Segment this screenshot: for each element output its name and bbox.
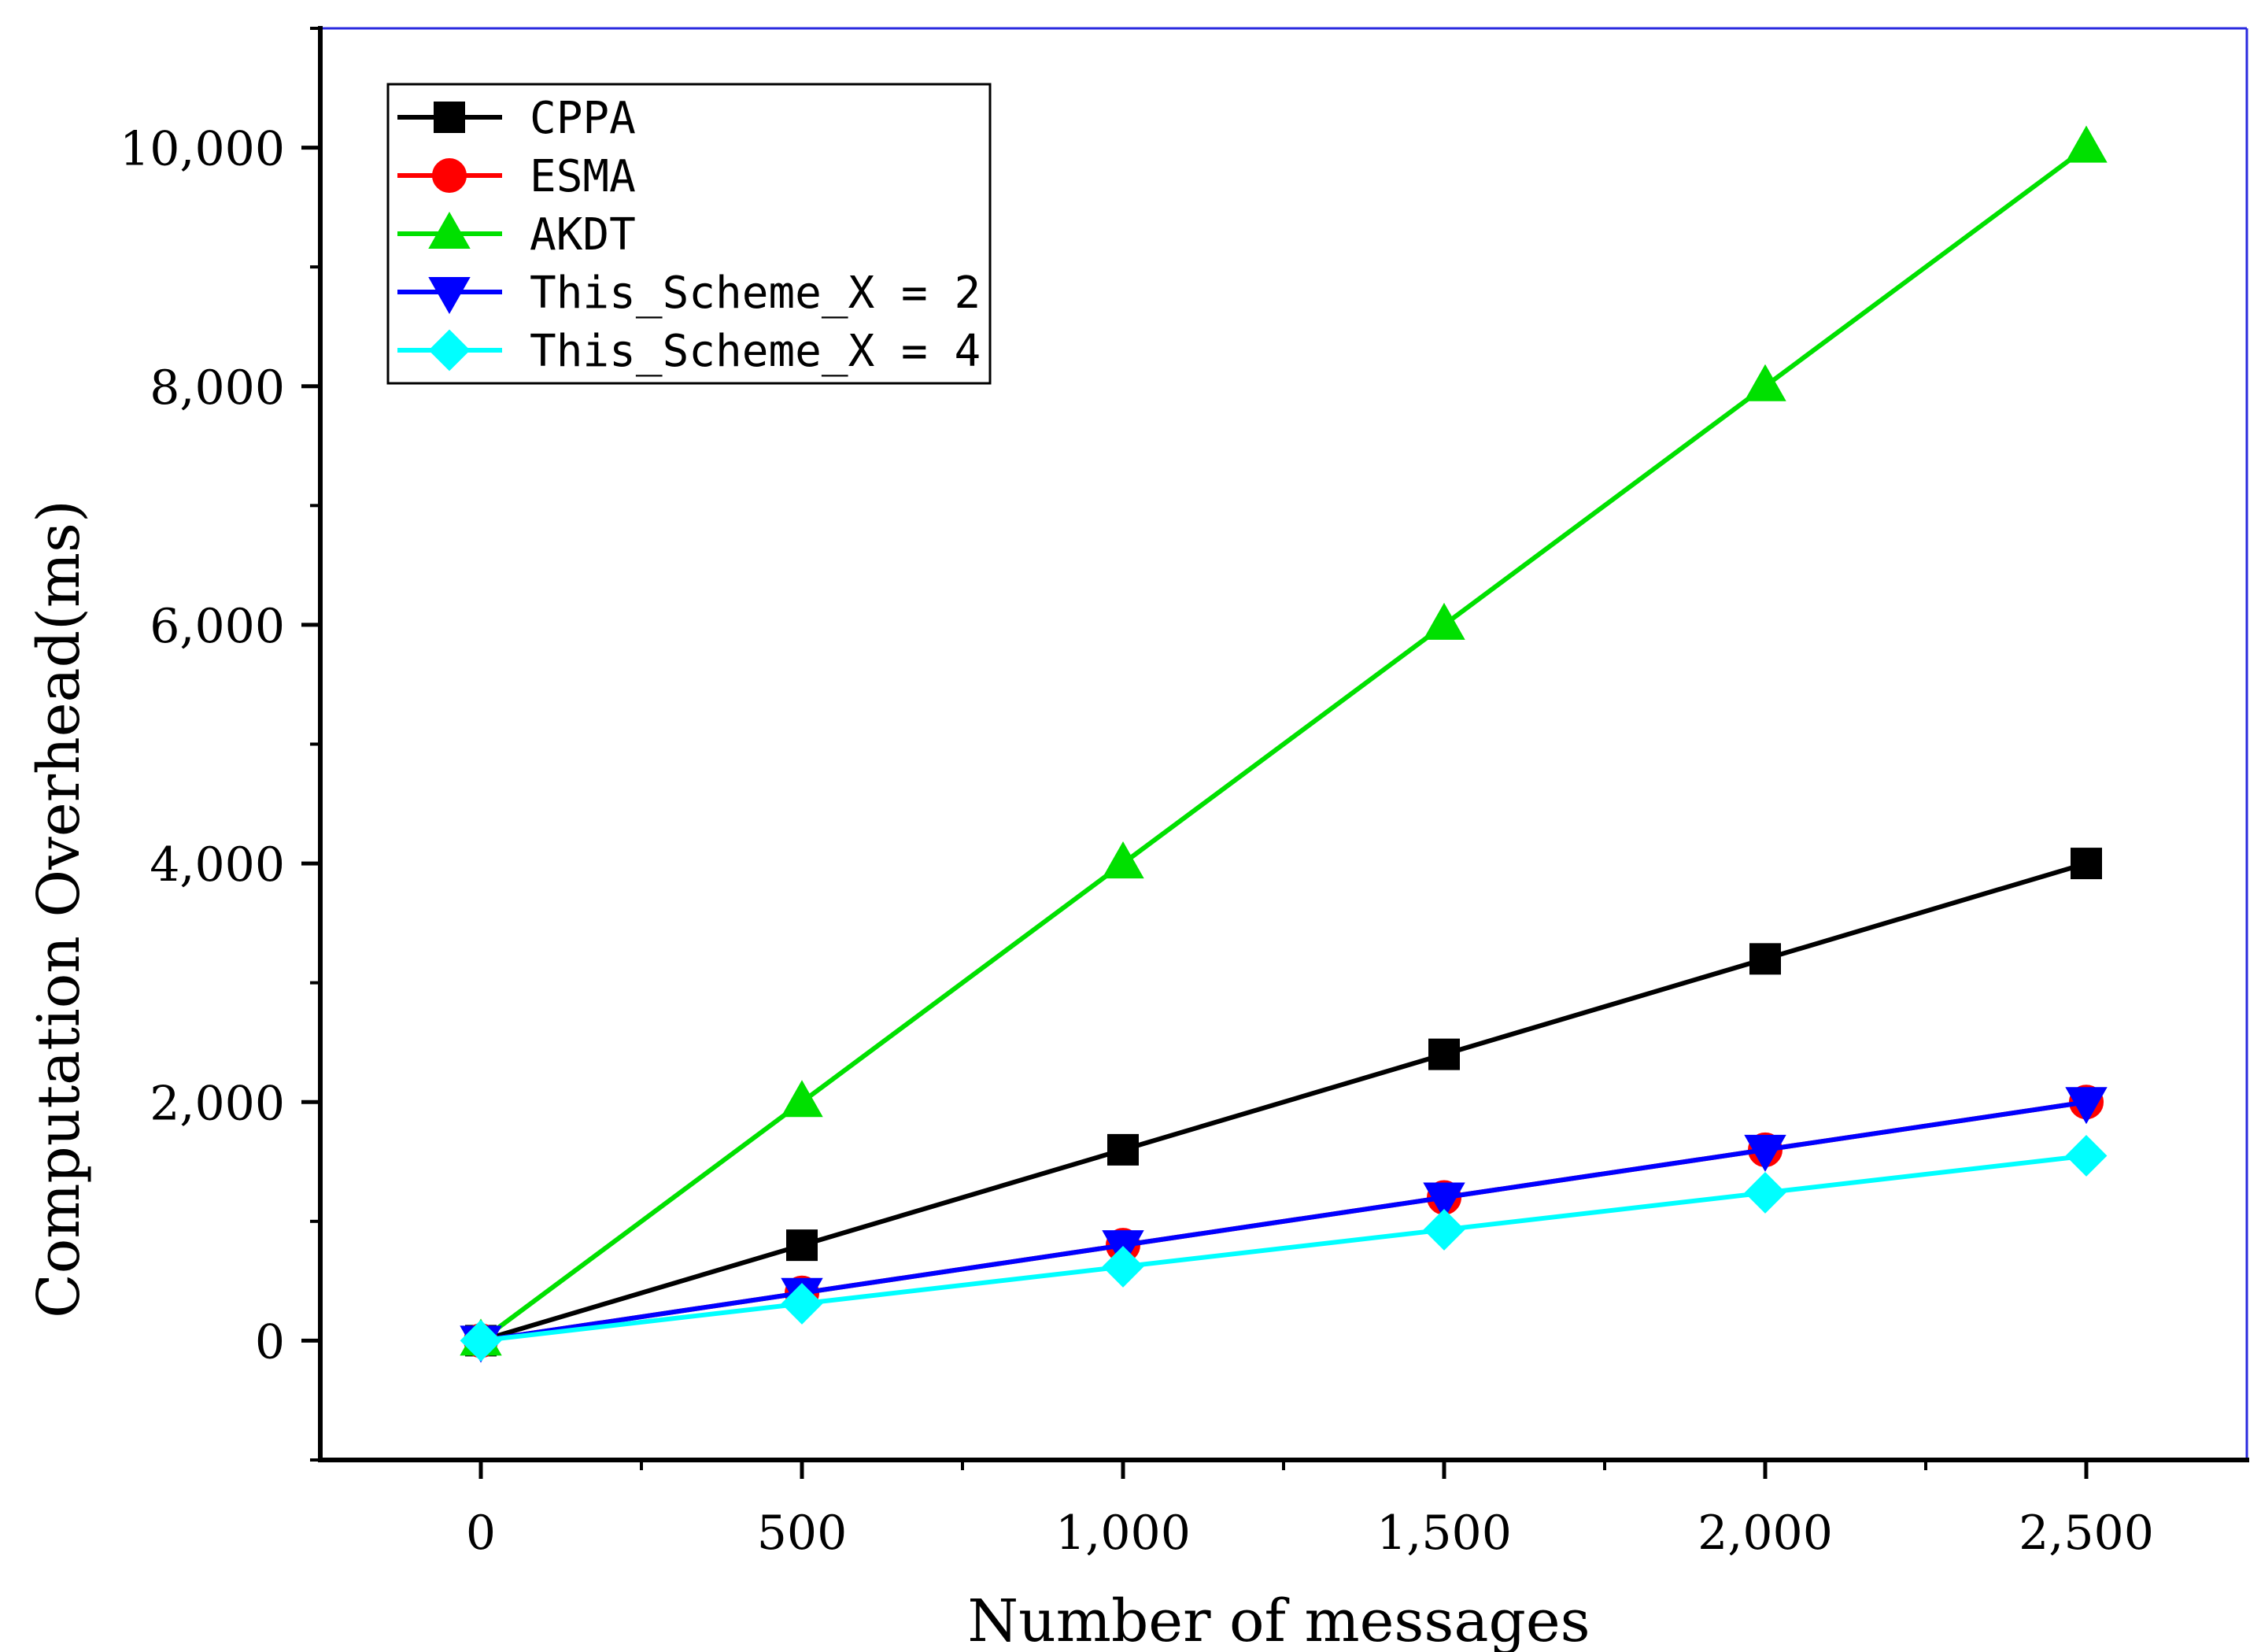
y-tick-label: 2,000	[150, 1076, 285, 1131]
series-line	[480, 1099, 2087, 1343]
data-point	[2065, 1135, 2108, 1177]
data-point	[2065, 125, 2108, 163]
legend-marker	[432, 158, 467, 193]
series-line	[480, 1153, 2087, 1343]
legend-item-this-scheme-x-4: This_Scheme_X = 4	[397, 326, 981, 377]
data-point	[1428, 1038, 1460, 1070]
data-point	[1423, 1182, 1465, 1220]
y-tick-label: 0	[255, 1314, 285, 1369]
data-point	[1749, 943, 1781, 975]
legend-marker	[428, 211, 471, 249]
data-point	[1107, 1133, 1139, 1166]
legend-label: This_Scheme_X = 4	[530, 326, 981, 377]
x-tick-label: 1,500	[1376, 1506, 1512, 1561]
legend-label: AKDT	[530, 209, 636, 261]
axes-layer: 0 500 1,000 1,500 2,000 2,500 0 2,000 4,000 6,000…	[120, 26, 2249, 1561]
legend-label: This_Scheme_X = 2	[530, 268, 981, 319]
x-tick-label: 0	[466, 1506, 496, 1561]
series-line	[480, 861, 2087, 1343]
data-point	[1102, 841, 1144, 879]
legend-label: ESMA	[530, 151, 636, 202]
data-point	[1102, 1246, 1144, 1288]
x-tick-label: 2,000	[1698, 1506, 1833, 1561]
data-point	[1744, 364, 1786, 401]
y-tick-label: 8,000	[150, 360, 285, 416]
legend-item-esma: ESMA	[397, 151, 636, 202]
legend-item-cppa: CPPA	[397, 93, 636, 144]
legend-marker	[428, 277, 471, 315]
series-this-scheme-x-4	[460, 1135, 2108, 1362]
series-line	[479, 146, 2088, 1343]
x-tick-label: 1,000	[1055, 1506, 1191, 1561]
legend-item-this-scheme-x-2: This_Scheme_X = 2	[397, 268, 981, 319]
data-point	[1423, 602, 1465, 640]
legend-item-akdt: AKDT	[397, 209, 636, 261]
legend-marker	[428, 329, 471, 371]
data-point	[2065, 1087, 2108, 1125]
x-tick-label: 500	[757, 1506, 848, 1561]
data-point	[1744, 1172, 1786, 1214]
data-point	[460, 1320, 502, 1362]
x-axis-title: Number of messages	[967, 1587, 1590, 1652]
data-point	[1423, 1209, 1465, 1251]
plot-frame	[320, 27, 2248, 1460]
y-tick-label: 4,000	[150, 837, 285, 893]
data-point	[781, 1283, 823, 1325]
data-point	[1744, 1134, 1786, 1172]
data-point	[786, 1229, 818, 1262]
y-tick-label: 10,000	[120, 122, 285, 177]
legend-marker	[434, 102, 465, 133]
y-tick-label: 6,000	[150, 599, 285, 654]
data-point	[781, 1080, 823, 1118]
series-layer	[460, 125, 2108, 1363]
legend: CPPA ESMA AKDT This_Scheme_X = 2 This_Scheme…	[386, 83, 992, 385]
x-tick-label: 2,500	[2019, 1506, 2154, 1561]
y-axis-title: Computation Overhead(ms)	[25, 500, 93, 1318]
data-point	[2071, 848, 2102, 880]
legend-label: CPPA	[530, 93, 636, 144]
